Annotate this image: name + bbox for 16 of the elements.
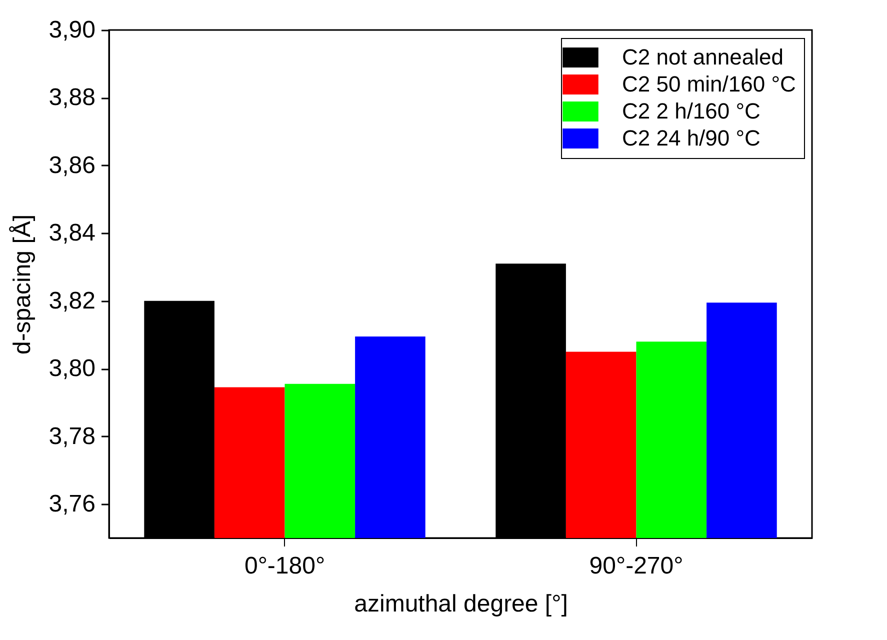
x-tick-label: 0°-180°: [244, 552, 326, 580]
y-tick-label: 3,86: [48, 152, 96, 179]
y-tick-label: 3,88: [48, 84, 96, 112]
y-tick-label: 3,82: [48, 287, 96, 314]
legend-label: C2 2 h/160 °C: [622, 98, 761, 124]
y-tick-label: 3,84: [48, 220, 96, 247]
y-tick-label: 3,80: [48, 355, 96, 382]
y-tick-label: 3,78: [48, 422, 96, 450]
x-tick-label: 90°-270°: [589, 552, 684, 580]
legend-label: C2 50 min/160 °C: [622, 72, 796, 96]
y-tick-label: 3,76: [48, 490, 96, 518]
x-axis-title: azimuthal degree [°]: [354, 590, 568, 618]
legend-label: C2 24 h/90 °C: [622, 126, 761, 150]
y-tick-label: 3,90: [48, 16, 96, 44]
legend-label: C2 not annealed: [622, 44, 784, 70]
y-axis-title: d-spacing [Å]: [8, 214, 36, 355]
